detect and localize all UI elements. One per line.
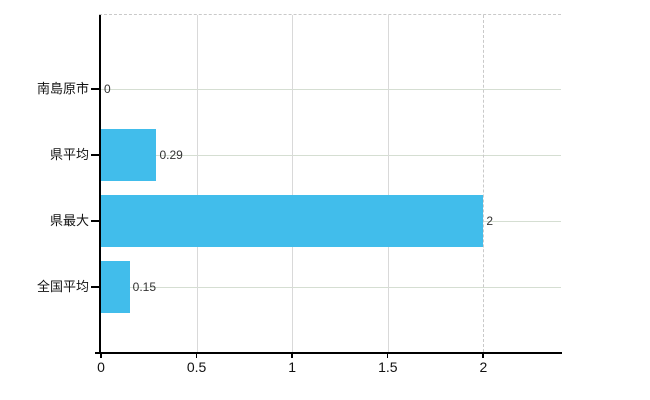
- x-tick-label: 1: [288, 359, 297, 375]
- y-axis-line: [99, 15, 101, 354]
- y-tick-mark: [91, 286, 99, 288]
- category-label: 南島原市: [36, 81, 89, 96]
- x-tick-mark: [291, 354, 293, 358]
- y-tick-mark: [91, 88, 99, 90]
- bar: [101, 195, 484, 247]
- dashed-marker-line: [483, 15, 485, 352]
- bar: [101, 129, 157, 181]
- x-tick-label: 1.5: [378, 359, 398, 375]
- x-tick-label: 2: [479, 359, 488, 375]
- bar-value-label: 0: [104, 82, 111, 96]
- y-tick-mark: [91, 154, 99, 156]
- x-tick-mark: [195, 354, 198, 358]
- category-label: 県平均: [49, 147, 89, 162]
- x-axis-line: [95, 352, 562, 354]
- v-gridline: [196, 15, 198, 352]
- h-gridline: [99, 287, 561, 288]
- bar: [101, 261, 130, 313]
- category-label: 県最大: [49, 213, 89, 228]
- h-gridline: [99, 89, 561, 90]
- bar-value-label: 0.15: [132, 280, 157, 294]
- bar-value-label: 0.29: [159, 148, 183, 162]
- category-label: 全国平均: [36, 279, 89, 294]
- x-tick-mark: [482, 354, 484, 358]
- x-tick-mark: [386, 354, 389, 358]
- v-gridline: [387, 15, 389, 352]
- y-tick-mark: [91, 220, 99, 222]
- h-gridline: [99, 155, 561, 156]
- v-gridline: [292, 15, 294, 352]
- bar-value-label: 2: [486, 214, 494, 228]
- x-tick-mark: [100, 354, 102, 358]
- x-tick-label: 0.5: [186, 359, 207, 375]
- plot-top-dashed-border: [99, 14, 561, 15]
- x-tick-label: 0: [97, 359, 105, 375]
